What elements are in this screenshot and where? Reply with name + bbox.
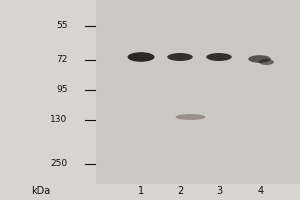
Text: 130: 130 xyxy=(50,116,68,124)
Text: 250: 250 xyxy=(50,160,68,168)
Ellipse shape xyxy=(259,59,274,65)
Text: 72: 72 xyxy=(56,55,68,64)
Text: 55: 55 xyxy=(56,21,68,30)
Text: 95: 95 xyxy=(56,85,68,94)
Ellipse shape xyxy=(176,114,206,120)
Text: 2: 2 xyxy=(177,186,183,196)
Ellipse shape xyxy=(248,55,271,63)
Ellipse shape xyxy=(128,52,154,62)
Text: 1: 1 xyxy=(138,186,144,196)
Ellipse shape xyxy=(167,53,193,61)
FancyBboxPatch shape xyxy=(96,0,300,184)
Text: kDa: kDa xyxy=(31,186,50,196)
Ellipse shape xyxy=(206,53,232,61)
Text: 4: 4 xyxy=(258,186,264,196)
Text: 3: 3 xyxy=(216,186,222,196)
